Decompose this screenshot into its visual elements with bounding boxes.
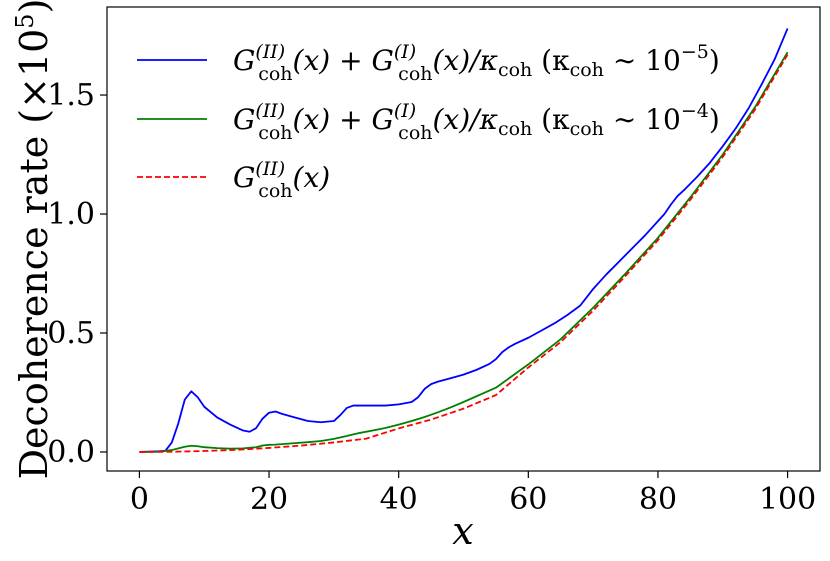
legend-entry-3: G(II) coh(x) bbox=[233, 158, 330, 202]
plot-frame bbox=[106, 6, 821, 472]
series-layer bbox=[139, 28, 789, 453]
series-line-g-coh-ii bbox=[139, 54, 789, 453]
x-tick-label: 60 bbox=[509, 482, 547, 517]
x-axis-label: x bbox=[452, 509, 473, 553]
y-axis-label-exponent: 5 bbox=[11, 13, 39, 28]
y-axis-ticks: 0.0 0.5 1.0 1.5 bbox=[47, 78, 107, 470]
y-axis-label: Decoherence rate (×105) bbox=[11, 0, 56, 479]
y-tick-label: 1.5 bbox=[47, 78, 95, 113]
y-tick-label: 0.5 bbox=[47, 316, 95, 351]
x-tick-label: 0 bbox=[130, 482, 149, 517]
legend: G(II) coh(x) + G(I) coh(x)/κcoh (κcoh ∼ 10… bbox=[137, 41, 720, 202]
x-tick-label: 40 bbox=[380, 482, 418, 517]
legend-entry-1: G(II) coh(x) + G(I) coh(x)/κcoh (κcoh ∼ 10… bbox=[233, 41, 720, 85]
series-line-kappa-1e-4 bbox=[139, 51, 789, 453]
y-axis-label-close: ) bbox=[12, 0, 56, 13]
x-tick-label: 100 bbox=[759, 482, 816, 517]
y-tick-label: 1.0 bbox=[47, 197, 95, 232]
legend-entry-2: G(II) coh(x) + G(I) coh(x)/κcoh (κcoh ∼ 10… bbox=[233, 100, 720, 144]
x-tick-label: 80 bbox=[639, 482, 677, 517]
x-axis-ticks: 0 20 40 60 80 100 bbox=[130, 471, 816, 517]
y-axis-label-main: Decoherence rate (×10 bbox=[12, 29, 56, 480]
y-tick-label: 0.0 bbox=[47, 435, 95, 470]
x-tick-label: 20 bbox=[250, 482, 288, 517]
series-line-kappa-1e-5 bbox=[139, 28, 789, 453]
